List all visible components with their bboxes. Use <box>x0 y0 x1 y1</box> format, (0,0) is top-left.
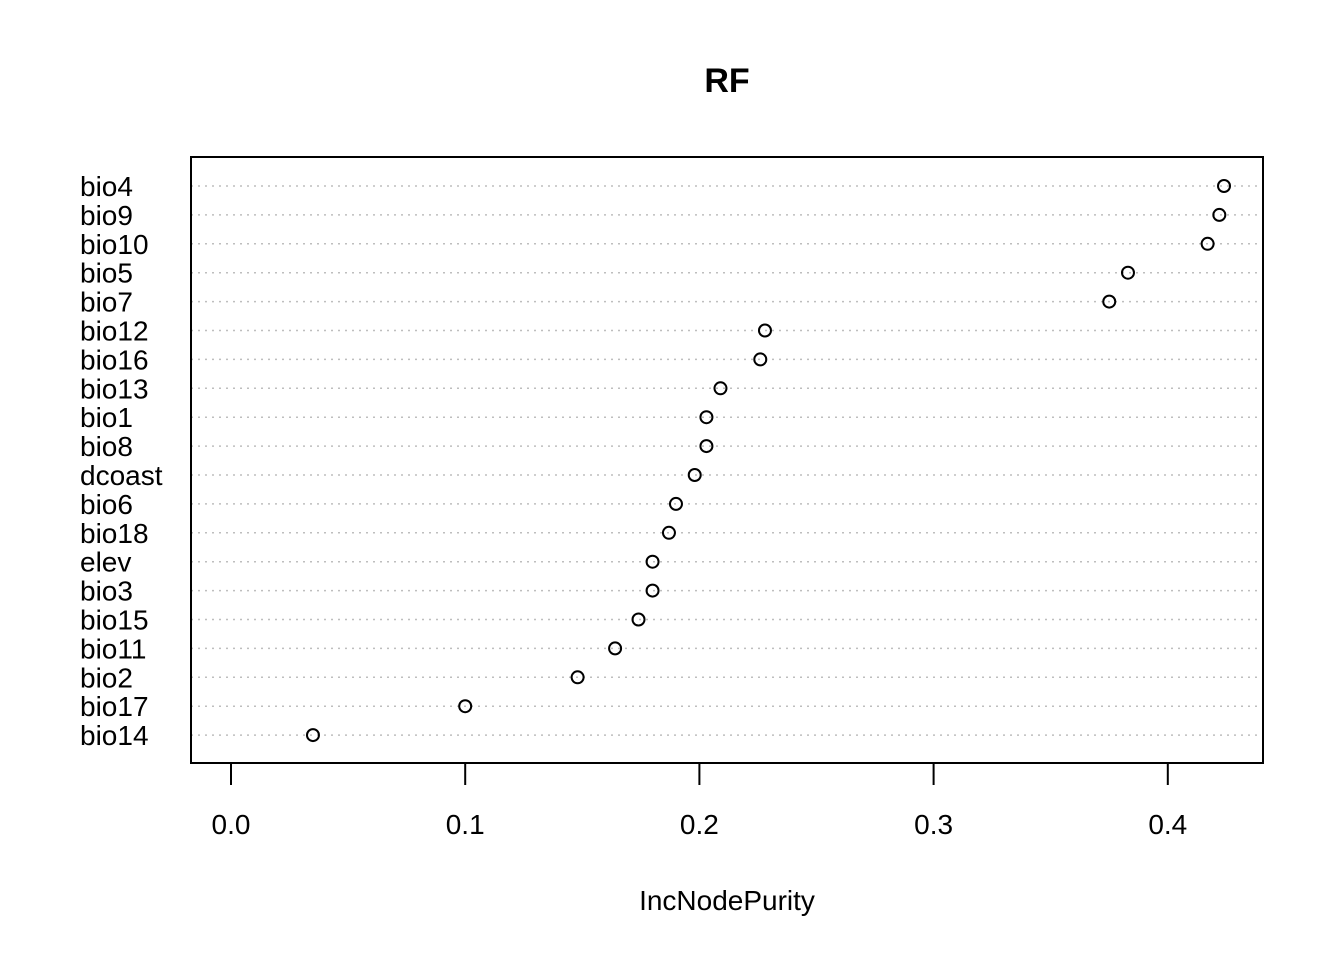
data-point <box>699 439 714 454</box>
data-point <box>753 352 768 367</box>
category-label: bio6 <box>80 489 133 520</box>
data-point <box>1120 265 1135 280</box>
category-label: bio7 <box>80 287 133 318</box>
category-label: bio14 <box>80 720 149 751</box>
data-point <box>1102 294 1117 309</box>
x-axis-label: IncNodePurity <box>639 885 815 916</box>
data-point <box>458 699 473 714</box>
category-label: bio4 <box>80 171 133 202</box>
data-point <box>757 323 772 338</box>
data-point <box>713 381 728 396</box>
data-point <box>305 728 320 743</box>
category-label: bio15 <box>80 605 149 636</box>
data-points <box>305 179 1232 743</box>
category-label: dcoast <box>80 460 163 491</box>
category-label: bio13 <box>80 373 149 404</box>
category-label: bio12 <box>80 316 149 347</box>
category-label: elev <box>80 547 131 578</box>
x-tick-label: 0.3 <box>914 809 953 840</box>
data-point <box>661 525 676 540</box>
data-point <box>668 496 683 511</box>
category-label: bio5 <box>80 258 133 289</box>
chart-title: RF <box>704 62 749 100</box>
category-label: bio2 <box>80 662 133 693</box>
x-tick-label: 0.4 <box>1148 809 1187 840</box>
x-tick-label: 0.0 <box>212 809 251 840</box>
category-label: bio1 <box>80 402 133 433</box>
x-tick-label: 0.2 <box>680 809 719 840</box>
category-label: bio9 <box>80 200 133 231</box>
category-label: bio8 <box>80 431 133 462</box>
category-label: bio18 <box>80 518 149 549</box>
data-point <box>699 410 714 425</box>
x-axis: 0.0 0.1 0.2 0.3 0.4 <box>212 762 1187 840</box>
data-point <box>1217 179 1232 193</box>
category-label: bio11 <box>80 633 146 664</box>
data-point <box>645 583 660 598</box>
data-point <box>687 468 702 482</box>
category-label: bio10 <box>80 229 149 260</box>
grid-lines <box>191 185 1263 736</box>
data-point <box>608 641 623 656</box>
x-tick-label: 0.1 <box>446 809 485 840</box>
data-point <box>1200 236 1215 251</box>
category-label: bio17 <box>80 691 149 722</box>
category-label: bio3 <box>80 576 133 607</box>
plot-frame <box>190 156 1264 764</box>
data-point <box>570 670 585 685</box>
data-point <box>631 612 646 627</box>
category-labels: bio4bio9bio10bio5bio7bio12bio16bio13bio1… <box>80 171 163 751</box>
data-point <box>645 554 660 569</box>
category-label: bio16 <box>80 344 149 375</box>
data-point <box>1212 207 1227 222</box>
